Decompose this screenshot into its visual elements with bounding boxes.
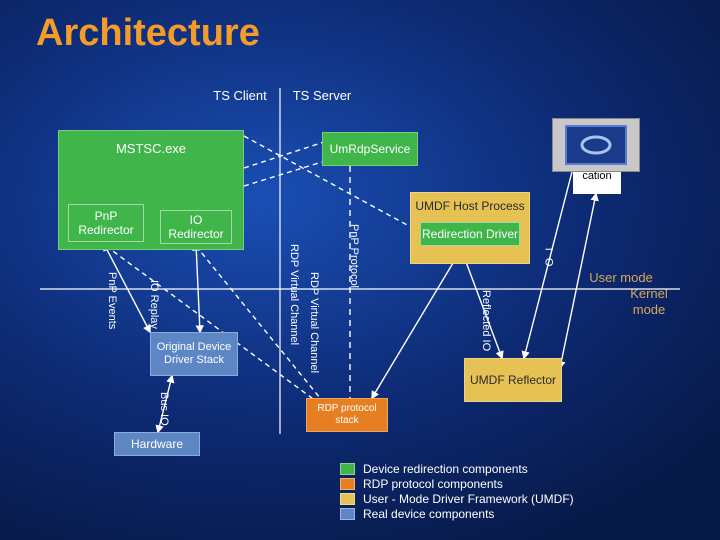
box-pnp-redir: PnP Redirector <box>68 204 144 242</box>
edge-label-reflected-io: Reflected IO <box>480 290 492 351</box>
legend-swatch <box>340 493 355 505</box>
legend-label: Device redirection components <box>363 462 528 476</box>
edge-label-bus-io: Bus IO <box>158 392 170 426</box>
box-hardware: Hardware <box>114 432 200 456</box>
box-redir-driver: Redirection Driver <box>420 222 520 246</box>
box-rdp-stack: RDP protocol stack <box>306 398 388 432</box>
legend-swatch <box>340 478 355 490</box>
legend: Device redirection componentsRDP protoco… <box>340 461 574 522</box>
edge-label-io: I O <box>542 248 554 269</box>
box-umrdp: UmRdpService <box>322 132 418 166</box>
ts-client-label: TS Client <box>210 88 270 104</box>
legend-label: User - Mode Driver Framework (UMDF) <box>363 492 574 506</box>
box-orig-stack: Original Device Driver Stack <box>150 332 238 376</box>
kernel-mode-label: Kernel mode <box>614 286 684 317</box>
legend-swatch <box>340 508 355 520</box>
legend-label: Real device components <box>363 507 494 521</box>
user-mode-label: User mode <box>586 270 656 286</box>
box-io-redir: IO Redirector <box>160 210 232 244</box>
edge-label-pnp-events: PnP Events <box>106 272 118 329</box>
legend-swatch <box>340 463 355 475</box>
ts-server-label: TS Server <box>292 88 352 104</box>
box-umdf-refl: UMDF Reflector <box>464 358 562 402</box>
legend-row-1: RDP protocol components <box>340 477 574 491</box>
edge-label-rdp-vc2: RDP Virtual Channel <box>308 272 320 373</box>
page-title: Architecture <box>36 12 260 55</box>
legend-label: RDP protocol components <box>363 477 503 491</box>
legend-row-0: Device redirection components <box>340 462 574 476</box>
application-screenshot <box>552 118 640 172</box>
edge-label-rdp-vc1: RDP Virtual Channel <box>288 244 300 345</box>
legend-row-3: Real device components <box>340 507 574 521</box>
edge-label-pnp-protocol: PnP Protocol <box>348 224 360 288</box>
app-thumb-icon <box>565 125 627 165</box>
edge-label-io-replay: IO Replay <box>148 280 160 329</box>
legend-row-2: User - Mode Driver Framework (UMDF) <box>340 492 574 506</box>
